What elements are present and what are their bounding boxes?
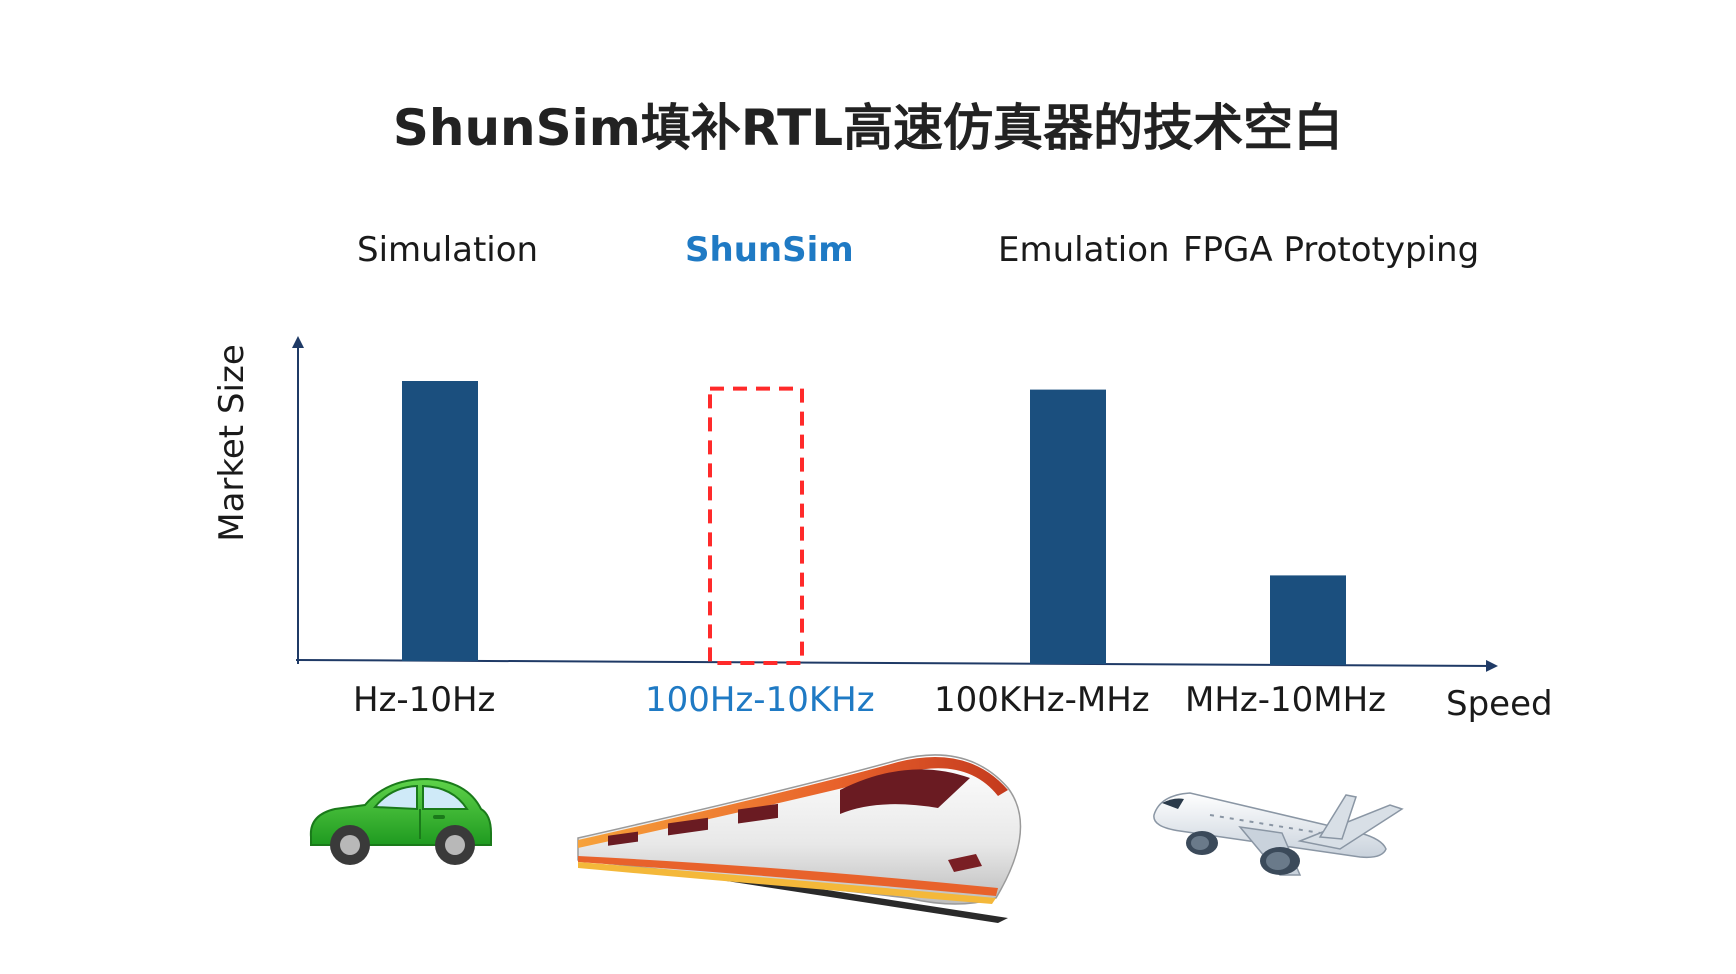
bar-simulation	[402, 381, 478, 661]
gap-placeholder-bar	[708, 386, 804, 665]
green-car-icon	[309, 777, 492, 865]
category-label-shunsim: ShunSim	[685, 230, 854, 270]
category-label-simulation: Simulation	[357, 230, 539, 270]
speed-range-label-2: 100Hz-10KHz	[645, 680, 875, 720]
speed-range-label-3: 100KHz-MHz	[934, 680, 1150, 720]
airplane-icon	[1153, 792, 1404, 876]
slide-title: ShunSim填补RTL高速仿真器的技术空白	[392, 99, 1344, 157]
bar-emulation	[1030, 389, 1106, 664]
high-speed-train-icon	[577, 754, 1022, 923]
x-axis-label: Speed	[1446, 684, 1553, 724]
bar-fpga-prototyping	[1270, 575, 1346, 665]
speed-range-label-4: MHz-10MHz	[1185, 680, 1387, 720]
category-label-fpga-prototyping: FPGA Prototyping	[1183, 230, 1480, 270]
category-label-emulation: Emulation	[998, 230, 1170, 270]
speed-range-label-1: Hz-10Hz	[353, 680, 496, 720]
